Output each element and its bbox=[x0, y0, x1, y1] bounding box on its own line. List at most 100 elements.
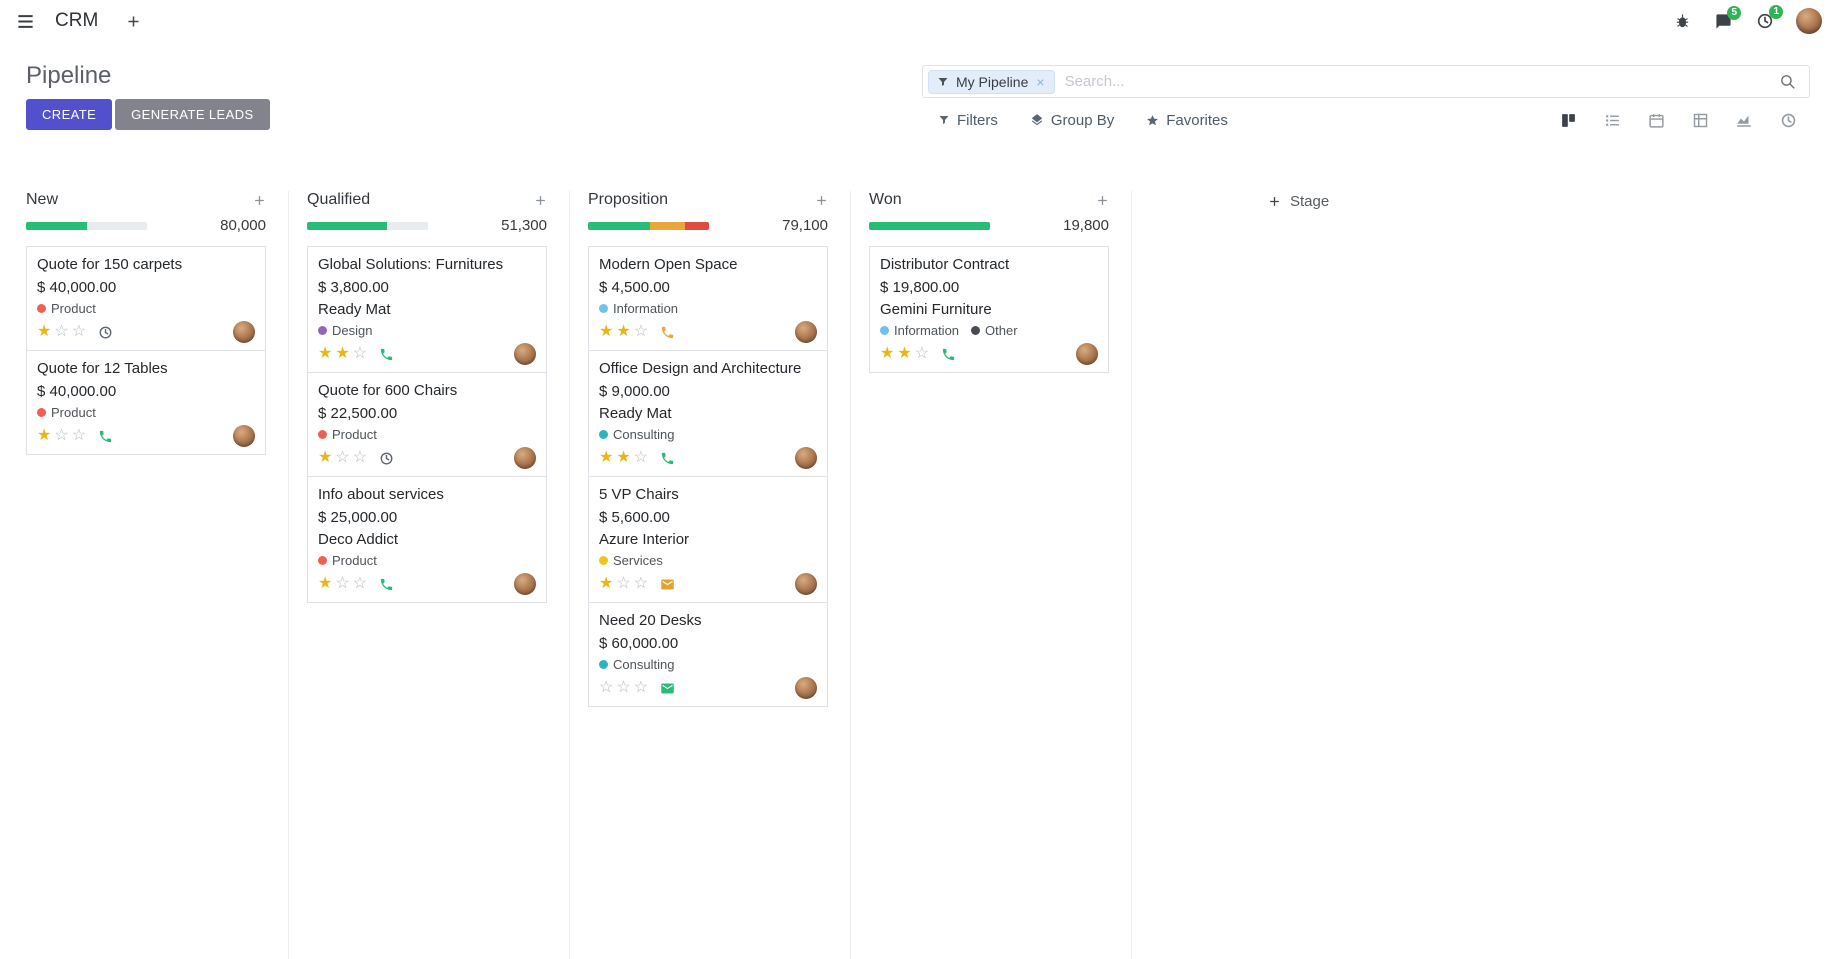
app-name[interactable]: CRM bbox=[55, 10, 99, 31]
user-avatar[interactable] bbox=[1796, 8, 1822, 34]
progress-segment-success[interactable] bbox=[26, 221, 87, 230]
star-empty-icon[interactable]: ☆ bbox=[599, 679, 614, 696]
generate-leads-button[interactable]: GENERATE LEADS bbox=[115, 99, 270, 130]
star-empty-icon[interactable]: ☆ bbox=[54, 427, 69, 444]
bug-icon[interactable] bbox=[1666, 9, 1699, 34]
salesperson-avatar[interactable] bbox=[514, 343, 536, 365]
kanban-card[interactable]: 5 VP Chairs $ 5,600.00 Azure Interior Servi… bbox=[588, 476, 828, 603]
star-empty-icon[interactable]: ☆ bbox=[71, 427, 87, 444]
salesperson-avatar[interactable] bbox=[795, 677, 817, 699]
star-empty-icon[interactable]: ☆ bbox=[352, 575, 368, 592]
progress-segment-warning[interactable] bbox=[649, 221, 685, 230]
star-filled-icon[interactable]: ★ bbox=[616, 323, 631, 340]
kanban-card[interactable]: Global Solutions: Furnitures $ 3,800.00 Re… bbox=[307, 246, 547, 373]
star-empty-icon[interactable]: ☆ bbox=[54, 323, 69, 340]
salesperson-avatar[interactable] bbox=[514, 447, 536, 469]
filters-menu[interactable]: Filters bbox=[938, 112, 998, 129]
progress-segment-muted[interactable] bbox=[386, 221, 428, 230]
column-quick-add-icon[interactable] bbox=[1096, 194, 1109, 207]
graph-view-icon[interactable] bbox=[1722, 105, 1766, 135]
star-filled-icon[interactable]: ★ bbox=[37, 427, 52, 444]
messages-icon[interactable]: 5 bbox=[1707, 5, 1741, 34]
calendar-view-icon[interactable] bbox=[1634, 105, 1678, 135]
activity-phone-icon[interactable] bbox=[379, 347, 394, 362]
column-title[interactable]: Won bbox=[869, 191, 902, 208]
column-title[interactable]: New bbox=[26, 191, 59, 208]
salesperson-avatar[interactable] bbox=[233, 321, 255, 343]
activity-phone-icon[interactable] bbox=[379, 577, 394, 592]
kanban-card[interactable]: Office Design and Architecture $ 9,000.00… bbox=[588, 350, 828, 477]
progress-segment-success[interactable] bbox=[307, 221, 387, 230]
star-empty-icon[interactable]: ☆ bbox=[633, 575, 649, 592]
column-quick-add-icon[interactable] bbox=[815, 194, 828, 207]
kanban-card[interactable]: Quote for 12 Tables $ 40,000.00 Product ★ ☆ ☆ bbox=[26, 350, 266, 455]
star-filled-icon[interactable]: ★ bbox=[599, 449, 614, 466]
star-filled-icon[interactable]: ★ bbox=[318, 575, 333, 592]
star-empty-icon[interactable]: ☆ bbox=[616, 575, 631, 592]
column-progressbar[interactable] bbox=[307, 221, 428, 230]
activity-envelope-icon[interactable] bbox=[660, 681, 675, 696]
search-facet[interactable]: My Pipeline × bbox=[928, 69, 1055, 94]
salesperson-avatar[interactable] bbox=[795, 321, 817, 343]
search-bar[interactable]: My Pipeline × bbox=[922, 65, 1810, 98]
column-progressbar[interactable] bbox=[26, 221, 147, 230]
activities-clock-icon[interactable]: 1 bbox=[1748, 5, 1783, 34]
star-empty-icon[interactable]: ☆ bbox=[633, 679, 649, 696]
kanban-card[interactable]: Info about services $ 25,000.00 Deco Addic… bbox=[307, 476, 547, 603]
kanban-card[interactable]: Need 20 Desks $ 60,000.00 Consulting ☆ ☆ ☆ bbox=[588, 602, 828, 707]
salesperson-avatar[interactable] bbox=[1076, 343, 1098, 365]
column-quick-add-icon[interactable] bbox=[534, 194, 547, 207]
salesperson-avatar[interactable] bbox=[514, 573, 536, 595]
star-empty-icon[interactable]: ☆ bbox=[616, 679, 631, 696]
star-empty-icon[interactable]: ☆ bbox=[71, 323, 87, 340]
activity-phone-icon[interactable] bbox=[660, 451, 675, 466]
salesperson-avatar[interactable] bbox=[233, 425, 255, 447]
star-filled-icon[interactable]: ★ bbox=[880, 345, 895, 362]
activity-phone-icon[interactable] bbox=[660, 325, 675, 340]
progress-segment-success[interactable] bbox=[869, 221, 990, 230]
progress-segment-danger[interactable] bbox=[684, 221, 709, 230]
column-quick-add-icon[interactable] bbox=[253, 194, 266, 207]
column-title[interactable]: Proposition bbox=[588, 191, 669, 208]
star-empty-icon[interactable]: ☆ bbox=[633, 323, 649, 340]
kanban-view-icon[interactable] bbox=[1546, 105, 1590, 135]
activity-envelope-icon[interactable] bbox=[660, 577, 675, 592]
kanban-card[interactable]: Quote for 600 Chairs $ 22,500.00 Product ★ ☆… bbox=[307, 372, 547, 477]
activity-clock-icon[interactable] bbox=[379, 451, 394, 466]
activity-clock-icon[interactable] bbox=[98, 325, 113, 340]
star-empty-icon[interactable]: ☆ bbox=[352, 345, 368, 362]
column-title[interactable]: Qualified bbox=[307, 191, 371, 208]
star-empty-icon[interactable]: ☆ bbox=[352, 449, 368, 466]
star-filled-icon[interactable]: ★ bbox=[37, 323, 52, 340]
plus-icon[interactable] bbox=[122, 12, 145, 31]
add-stage-button[interactable]: Stage bbox=[1268, 193, 1329, 210]
apps-menu-icon[interactable] bbox=[14, 10, 37, 33]
group-by-menu[interactable]: Group By bbox=[1030, 112, 1114, 129]
star-filled-icon[interactable]: ★ bbox=[335, 345, 350, 362]
star-empty-icon[interactable]: ☆ bbox=[335, 449, 350, 466]
facet-remove-icon[interactable]: × bbox=[1036, 73, 1045, 90]
star-empty-icon[interactable]: ☆ bbox=[335, 575, 350, 592]
activity-phone-icon[interactable] bbox=[941, 347, 956, 362]
star-empty-icon[interactable]: ☆ bbox=[914, 345, 930, 362]
search-icon[interactable] bbox=[1770, 73, 1805, 90]
star-filled-icon[interactable]: ★ bbox=[318, 449, 333, 466]
kanban-card[interactable]: Modern Open Space $ 4,500.00 Information ★ ★… bbox=[588, 246, 828, 351]
activity-phone-icon[interactable] bbox=[98, 429, 113, 444]
favorites-menu[interactable]: Favorites bbox=[1146, 112, 1228, 129]
star-filled-icon[interactable]: ★ bbox=[616, 449, 631, 466]
star-empty-icon[interactable]: ☆ bbox=[633, 449, 649, 466]
progress-segment-success[interactable] bbox=[588, 221, 650, 230]
star-filled-icon[interactable]: ★ bbox=[897, 345, 912, 362]
kanban-card[interactable]: Quote for 150 carpets $ 40,000.00 Product ★… bbox=[26, 246, 266, 351]
salesperson-avatar[interactable] bbox=[795, 447, 817, 469]
column-progressbar[interactable] bbox=[588, 221, 709, 230]
search-input[interactable] bbox=[1054, 73, 1770, 90]
salesperson-avatar[interactable] bbox=[795, 573, 817, 595]
progress-segment-muted[interactable] bbox=[86, 221, 147, 230]
list-view-icon[interactable] bbox=[1590, 105, 1634, 135]
star-filled-icon[interactable]: ★ bbox=[599, 323, 614, 340]
column-progressbar[interactable] bbox=[869, 221, 990, 230]
pivot-view-icon[interactable] bbox=[1678, 105, 1722, 135]
star-filled-icon[interactable]: ★ bbox=[318, 345, 333, 362]
